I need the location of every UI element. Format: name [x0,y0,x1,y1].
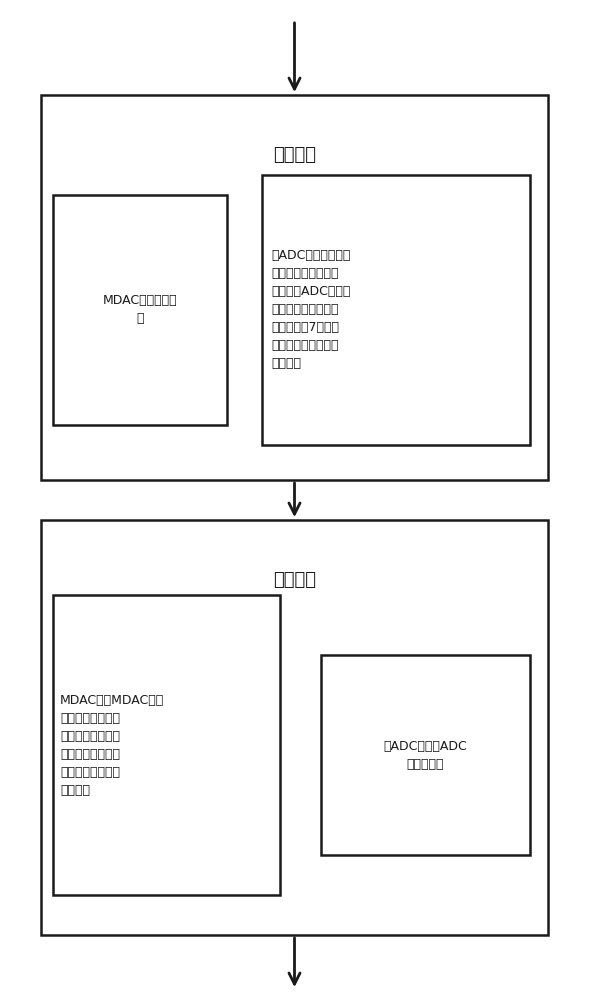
Text: 放大阶段: 放大阶段 [273,571,316,589]
Text: MDAC采样输入信
号: MDAC采样输入信 号 [102,294,177,326]
Bar [53,195,227,425]
Text: MDAC采样MDAC的参
考电压并存储与本
周期采样的输入信
号的差值，该差值
经运算放大后得到
模拟信号: MDAC采样MDAC的参 考电压并存储与本 周期采样的输入信 号的差值，该差值 … [60,694,164,796]
Bar [53,595,280,895]
Text: 采样阶段: 采样阶段 [273,146,316,164]
Bar [262,175,530,445]
Bar [321,655,530,855]
Bar [41,520,548,935]
Text: 子ADC采样输入信号
并存储与上一周期中
采样的子ADC的参考
电压的差值，该差值
处理后得到7位温度
计码并经编码后得到
数字信号: 子ADC采样输入信号 并存储与上一周期中 采样的子ADC的参考 电压的差值，该差… [271,249,350,370]
Bar [41,95,548,480]
Text: 子ADC采样子ADC
的参考电压: 子ADC采样子ADC 的参考电压 [383,740,468,770]
